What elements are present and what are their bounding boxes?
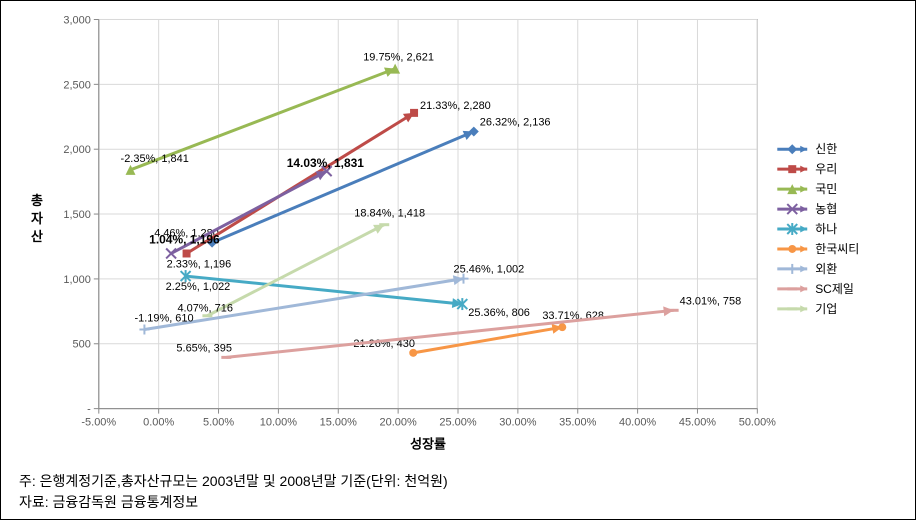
svg-text:20.00%: 20.00% <box>380 417 417 429</box>
svg-text:기업: 기업 <box>815 302 837 316</box>
footnote-note: 주: 은행계정기준,총자산규모는 2003년말 및 2008년말 기준(단위: … <box>19 471 448 492</box>
svg-text:하나: 하나 <box>815 222 837 236</box>
svg-text:40.00%: 40.00% <box>619 417 656 429</box>
svg-text:성장률: 성장률 <box>410 437 446 452</box>
svg-text:25.46%, 1,002: 25.46%, 1,002 <box>454 264 525 276</box>
svg-text:5.65%, 395: 5.65%, 395 <box>176 342 232 354</box>
svg-text:외환: 외환 <box>815 262 837 276</box>
chart-area: - 500 1,000 1,500 2,000 2,500 3,000 -5.00% 0.00%… <box>9 9 907 469</box>
svg-text:한국씨티: 한국씨티 <box>815 242 859 256</box>
chart-frame: - 500 1,000 1,500 2,000 2,500 3,000 -5.00% 0.00%… <box>0 0 916 520</box>
svg-text:2,000: 2,000 <box>63 144 90 156</box>
svg-text:19.75%, 2,621: 19.75%, 2,621 <box>363 52 434 64</box>
svg-text:SC제일: SC제일 <box>815 282 854 296</box>
svg-text:21.33%, 2,280: 21.33%, 2,280 <box>420 100 491 112</box>
svg-text:신한: 신한 <box>815 142 837 156</box>
svg-text:우리: 우리 <box>815 162 837 176</box>
svg-text:14.03%, 1,831: 14.03%, 1,831 <box>287 156 365 170</box>
svg-text:25.00%: 25.00% <box>439 417 476 429</box>
svg-text:25.36%, 806: 25.36%, 806 <box>468 307 530 319</box>
svg-text:총: 총 <box>31 193 43 208</box>
svg-text:농협: 농협 <box>815 202 837 216</box>
svg-text:-5.00%: -5.00% <box>81 417 116 429</box>
svg-text:0.00%: 0.00% <box>143 417 174 429</box>
svg-text:산: 산 <box>31 229 43 244</box>
footnote-source: 자료: 금융감독원 금융통계정보 <box>19 492 448 513</box>
svg-text:500: 500 <box>73 339 91 351</box>
svg-text:50.00%: 50.00% <box>739 417 776 429</box>
svg-text:18.84%, 1,418: 18.84%, 1,418 <box>354 208 425 220</box>
svg-text:35.00%: 35.00% <box>559 417 596 429</box>
svg-text:30.00%: 30.00% <box>499 417 536 429</box>
svg-text:2.33%, 1,196: 2.33%, 1,196 <box>167 258 232 270</box>
svg-text:43.01%, 758: 43.01%, 758 <box>680 295 742 307</box>
svg-text:국민: 국민 <box>815 182 837 196</box>
svg-text:1,000: 1,000 <box>63 274 90 286</box>
svg-text:자: 자 <box>31 211 43 226</box>
svg-text:10.00%: 10.00% <box>260 417 297 429</box>
footnotes: 주: 은행계정기준,총자산규모는 2003년말 및 2008년말 기준(단위: … <box>19 471 448 513</box>
chart-svg: - 500 1,000 1,500 2,000 2,500 3,000 -5.00% 0.00%… <box>9 9 907 469</box>
svg-text:-: - <box>87 404 91 416</box>
svg-text:-2.35%, 1,841: -2.35%, 1,841 <box>121 153 189 165</box>
svg-text:45.00%: 45.00% <box>679 417 716 429</box>
svg-text:4.07%, 716: 4.07%, 716 <box>177 303 233 315</box>
svg-text:2,500: 2,500 <box>63 79 90 91</box>
svg-text:15.00%: 15.00% <box>320 417 357 429</box>
svg-text:5.00%: 5.00% <box>203 417 234 429</box>
svg-text:1,500: 1,500 <box>63 209 90 221</box>
svg-text:3,000: 3,000 <box>63 14 90 26</box>
svg-text:2.25%, 1,022: 2.25%, 1,022 <box>166 281 231 293</box>
svg-text:1.04%, 1,196: 1.04%, 1,196 <box>149 233 220 247</box>
svg-text:26.32%, 2,136: 26.32%, 2,136 <box>480 117 551 129</box>
